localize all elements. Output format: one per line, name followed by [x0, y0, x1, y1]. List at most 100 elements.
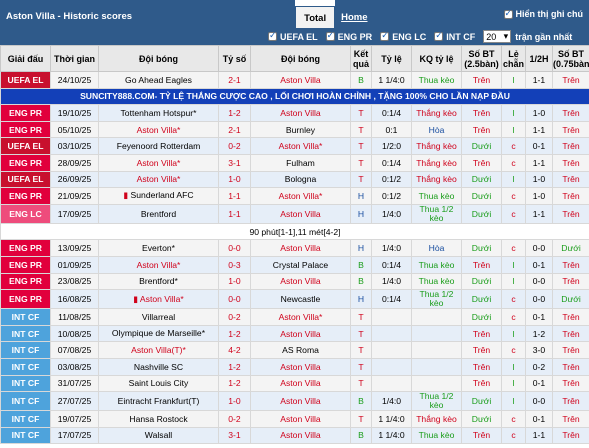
league-badge[interactable]: ENG PR: [0, 153, 51, 172]
odd-even: c: [501, 289, 526, 310]
match-count-select[interactable]: 20 ▾: [483, 30, 512, 43]
checkbox-icon[interactable]: [380, 30, 390, 41]
away-team[interactable]: Aston Villa*: [250, 137, 351, 155]
home-team[interactable]: Olympique de Marseille*: [98, 324, 219, 343]
score[interactable]: 0-0: [218, 289, 251, 310]
filter-uefa-el[interactable]: UEFA EL: [268, 30, 318, 42]
checkbox-icon[interactable]: [434, 30, 444, 41]
home-team[interactable]: Tottenham Hotspur*: [98, 104, 219, 122]
score[interactable]: 1-2: [218, 104, 251, 122]
score[interactable]: 1-1: [218, 203, 251, 224]
away-team[interactable]: Aston Villa: [250, 357, 351, 376]
away-team[interactable]: Aston Villa: [250, 410, 351, 428]
home-team[interactable]: Hansa Rostock: [98, 410, 219, 428]
score[interactable]: 2-1: [218, 71, 251, 89]
score[interactable]: 0-2: [218, 137, 251, 155]
away-team[interactable]: Bologna: [250, 170, 351, 189]
over-under: Dưới: [461, 308, 502, 326]
away-team[interactable]: Aston Villa*: [250, 187, 351, 205]
score[interactable]: 1-0: [218, 391, 251, 412]
score[interactable]: 4-2: [218, 341, 251, 359]
score[interactable]: 1-1: [218, 187, 251, 205]
league-badge[interactable]: UEFA EL: [0, 170, 51, 189]
tab-total[interactable]: Total: [295, 6, 336, 28]
score[interactable]: 0-0: [218, 239, 251, 257]
score[interactable]: 0-2: [218, 308, 251, 326]
filter-label: ENG LC: [392, 31, 427, 42]
away-team[interactable]: AS Roma: [250, 341, 351, 359]
league-badge[interactable]: INT CF: [0, 357, 51, 376]
league-badge[interactable]: ENG PR: [0, 239, 51, 257]
away-team[interactable]: Aston Villa: [250, 104, 351, 122]
checkbox-icon[interactable]: [503, 8, 513, 19]
home-team[interactable]: Brentford*: [98, 272, 219, 291]
home-team[interactable]: Nashville SC: [98, 357, 219, 376]
home-team[interactable]: Go Ahead Eagles: [98, 71, 219, 89]
league-badge[interactable]: INT CF: [0, 426, 51, 445]
score[interactable]: 1-2: [218, 324, 251, 343]
home-team[interactable]: Everton*: [98, 239, 219, 257]
league-badge[interactable]: ENG PR: [0, 104, 51, 122]
checkbox-icon[interactable]: [325, 30, 335, 41]
home-team[interactable]: Walsall: [98, 426, 219, 445]
filter-eng-lc[interactable]: ENG LC: [380, 30, 427, 42]
away-team[interactable]: Crystal Palace: [250, 255, 351, 274]
away-team[interactable]: Newcastle: [250, 289, 351, 310]
away-team[interactable]: Burnley: [250, 120, 351, 139]
score[interactable]: 1-2: [218, 357, 251, 376]
league-badge[interactable]: ENG PR: [0, 187, 51, 205]
league-badge[interactable]: INT CF: [0, 308, 51, 326]
league-badge[interactable]: ENG PR: [0, 272, 51, 291]
league-badge[interactable]: ENG PR: [0, 289, 51, 310]
checkbox-icon[interactable]: [268, 30, 277, 41]
home-team[interactable]: ▮ Aston Villa*: [98, 289, 219, 310]
away-team[interactable]: Aston Villa: [250, 203, 351, 224]
league-badge[interactable]: INT CF: [0, 324, 51, 343]
score[interactable]: 1-2: [218, 374, 251, 393]
score[interactable]: 1-0: [218, 272, 251, 291]
home-team[interactable]: Aston Villa*: [98, 120, 219, 139]
league-badge[interactable]: ENG LC: [0, 203, 51, 224]
league-badge[interactable]: INT CF: [0, 410, 51, 428]
show-notes-toggle[interactable]: Hiển thị ghi chú: [373, 0, 589, 28]
away-team[interactable]: Fulham: [250, 153, 351, 172]
league-badge[interactable]: UEFA EL: [0, 71, 51, 89]
show-notes-label: Hiển thị ghi chú: [515, 9, 584, 19]
league-badge[interactable]: UEFA EL: [0, 137, 51, 155]
league-badge[interactable]: INT CF: [0, 341, 51, 359]
league-badge[interactable]: ENG PR: [0, 120, 51, 139]
away-team[interactable]: Aston Villa: [250, 426, 351, 445]
away-team[interactable]: Aston Villa: [250, 71, 351, 89]
away-team[interactable]: Aston Villa: [250, 324, 351, 343]
away-team[interactable]: Aston Villa: [250, 239, 351, 257]
home-team[interactable]: Aston Villa(T)*: [98, 341, 219, 359]
score[interactable]: 3-1: [218, 426, 251, 445]
score[interactable]: 2-1: [218, 120, 251, 139]
score[interactable]: 3-1: [218, 153, 251, 172]
away-team[interactable]: Aston Villa: [250, 374, 351, 393]
home-team[interactable]: Aston Villa*: [98, 170, 219, 189]
home-team[interactable]: Aston Villa*: [98, 255, 219, 274]
league-badge[interactable]: INT CF: [0, 374, 51, 393]
home-team[interactable]: Eintracht Frankfurt(T): [98, 391, 219, 412]
league-badge[interactable]: ENG PR: [0, 255, 51, 274]
score[interactable]: 0-2: [218, 410, 251, 428]
filter-eng-pr[interactable]: ENG PR: [325, 30, 372, 42]
home-team[interactable]: Brentford: [98, 203, 219, 224]
away-team[interactable]: Aston Villa: [250, 391, 351, 412]
over-under: Dưới: [461, 187, 502, 205]
home-team[interactable]: Saint Louis City: [98, 374, 219, 393]
away-team[interactable]: Aston Villa: [250, 272, 351, 291]
ad-banner[interactable]: SUNCITY888.COM- TỶ LỆ THẮNG CƯỢC CAO , L…: [0, 87, 589, 106]
away-team[interactable]: Aston Villa*: [250, 308, 351, 326]
league-badge[interactable]: INT CF: [0, 391, 51, 412]
home-team[interactable]: Villarreal: [98, 308, 219, 326]
filter-int-cf[interactable]: INT CF: [434, 30, 475, 42]
tab-home[interactable]: Home: [335, 0, 374, 28]
home-team[interactable]: Aston Villa*: [98, 153, 219, 172]
home-team[interactable]: ▮ Sunderland AFC: [98, 187, 219, 205]
match-date: 28/09/25: [50, 153, 99, 172]
score[interactable]: 1-0: [218, 170, 251, 189]
score[interactable]: 0-3: [218, 255, 251, 274]
home-team[interactable]: Feyenoord Rotterdam: [98, 137, 219, 155]
